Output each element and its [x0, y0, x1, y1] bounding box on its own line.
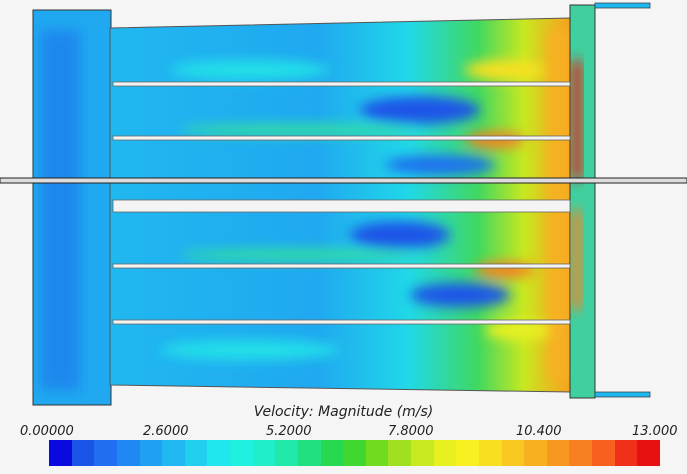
colorbar-tick: 7.8000	[388, 424, 434, 439]
outlet-peak-zone-lower	[572, 210, 582, 310]
colorbar-segment	[569, 440, 592, 466]
colorbar-tick: 2.6000	[143, 424, 189, 439]
colorbar-segment	[614, 440, 638, 466]
colorbar-segment	[275, 440, 298, 466]
colorbar-segment	[411, 440, 434, 466]
colorbar-segment	[94, 440, 117, 466]
colorbar-tick: 10.400	[516, 424, 562, 439]
colorbar-segment	[388, 440, 411, 466]
colorbar-title: Velocity: Magnitude (m/s)	[253, 404, 434, 420]
colorbar-segment	[456, 440, 479, 466]
center-gap	[112, 199, 571, 213]
colorbar-segment	[252, 440, 276, 466]
plate	[112, 81, 571, 87]
colorbar-segment	[501, 440, 525, 466]
colorbar-segment	[592, 440, 615, 466]
colorbar-segment	[230, 440, 253, 466]
colorbar-segment	[433, 440, 457, 466]
colorbar-segment	[546, 440, 570, 466]
colorbar-segment	[162, 440, 185, 466]
colorbar-segment	[184, 440, 208, 466]
colorbar-tick: 5.2000	[266, 424, 312, 439]
colorbar-segment	[297, 440, 321, 466]
colorbar-segment	[524, 440, 547, 466]
colorbar-segment	[49, 440, 72, 466]
colorbar-segment	[637, 440, 660, 466]
colorbar-tick: 13.000	[632, 424, 678, 439]
plate	[112, 319, 571, 325]
colorbar-segment	[343, 440, 366, 466]
plate	[112, 263, 571, 269]
outlet-peak-zone	[572, 60, 582, 180]
plate	[112, 135, 571, 141]
colorbar-segment	[207, 440, 230, 466]
outlet-pipe-bottom	[594, 391, 651, 398]
center-shaft	[0, 177, 687, 184]
colorbar-segment	[478, 440, 502, 466]
outlet-pipe-top	[594, 2, 651, 9]
colorbar-segment	[365, 440, 389, 466]
plates	[112, 81, 571, 325]
colorbar-tick: 0.00000	[20, 424, 74, 439]
colorbar-segment	[139, 440, 163, 466]
colorbar-segment	[320, 440, 344, 466]
colorbar-segment	[116, 440, 140, 466]
colorbar-segment	[71, 440, 95, 466]
colorbar	[49, 440, 660, 466]
inlet-low-velocity-zone	[40, 30, 80, 390]
